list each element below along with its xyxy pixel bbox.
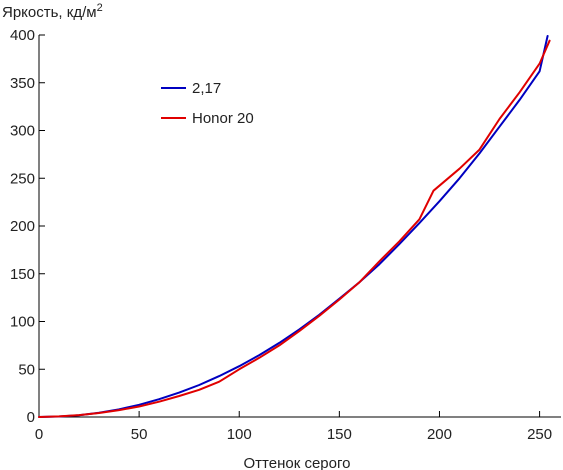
y-tick-label: 350 bbox=[10, 75, 35, 92]
y-tick-label: 300 bbox=[10, 123, 35, 140]
x-tick-label: 150 bbox=[327, 426, 352, 443]
x-ticks: 0 50 100 150 200 250 bbox=[35, 411, 552, 443]
y-tick-label: 0 bbox=[27, 409, 35, 426]
x-tick-label: 50 bbox=[131, 426, 148, 443]
legend-label-honor-20: Honor 20 bbox=[192, 110, 254, 127]
x-tick-label: 0 bbox=[35, 426, 43, 443]
y-axis-title: Яркость, кд/м2 bbox=[2, 2, 103, 21]
x-tick-label: 100 bbox=[227, 426, 252, 443]
x-axis-title: Оттенок серого bbox=[244, 455, 351, 470]
y-ticks: 0 50 100 150 200 250 300 350 400 bbox=[10, 27, 45, 426]
series-layer bbox=[38, 35, 551, 418]
legend-label-2-17: 2,17 bbox=[192, 80, 221, 97]
y-tick-label: 400 bbox=[10, 27, 35, 44]
series-line-2-17 bbox=[38, 35, 549, 418]
x-tick-label: 200 bbox=[427, 426, 452, 443]
x-tick-label: 250 bbox=[527, 426, 552, 443]
y-tick-label: 200 bbox=[10, 218, 35, 235]
legend: 2,17 Honor 20 bbox=[161, 80, 254, 127]
y-tick-label: 250 bbox=[10, 170, 35, 187]
series-line-honor-20 bbox=[38, 39, 551, 418]
y-axis-title-text: Яркость, кд/м bbox=[2, 4, 97, 21]
axes bbox=[38, 35, 561, 418]
y-tick-label: 50 bbox=[18, 361, 35, 378]
y-axis-title-superscript: 2 bbox=[97, 2, 103, 14]
y-tick-label: 100 bbox=[10, 314, 35, 331]
y-tick-label: 150 bbox=[10, 266, 35, 283]
